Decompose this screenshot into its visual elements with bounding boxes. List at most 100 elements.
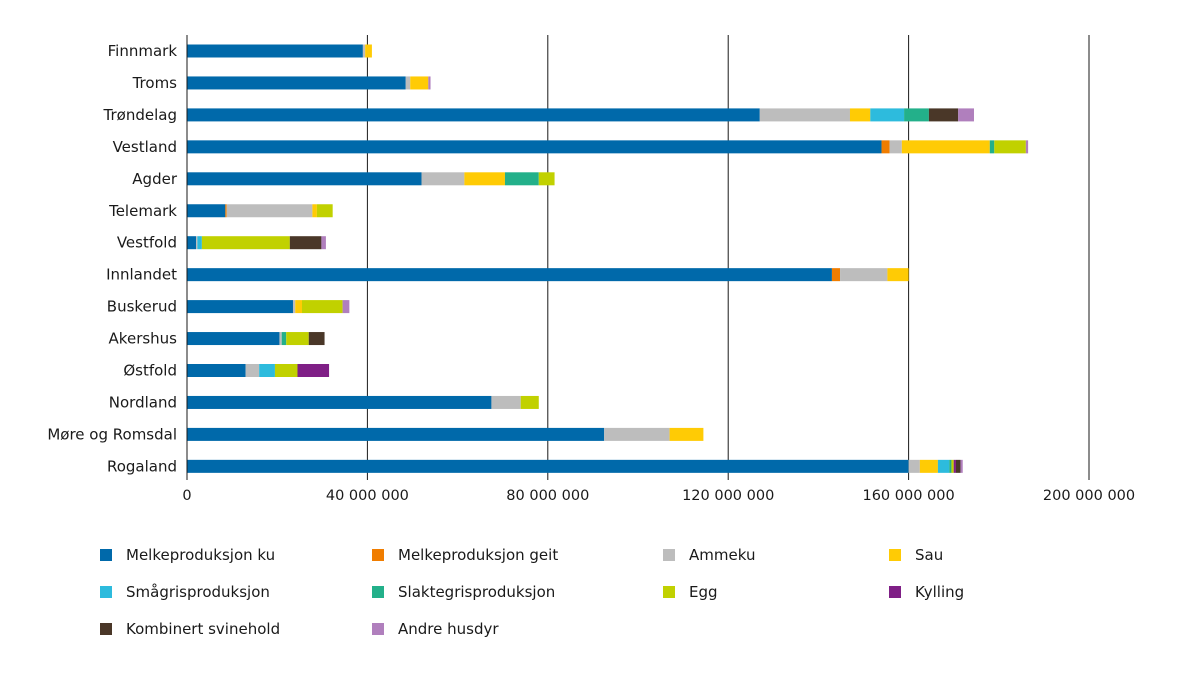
bar-melkeproduksjon-ku-trondelag — [187, 108, 760, 122]
legend-swatch — [663, 549, 675, 561]
x-tick-label: 40 000 000 — [326, 488, 409, 504]
bar-egg-vestfold — [201, 236, 290, 250]
bar-egg-buskerud — [302, 300, 343, 314]
x-tick-label: 0 — [182, 488, 191, 504]
legend-item: Melkeproduksjon ku — [100, 546, 275, 564]
legend-swatch — [663, 586, 675, 598]
bar-slaktegrisproduksjon-vestland — [989, 140, 995, 154]
category-label: Vestfold — [117, 234, 177, 252]
bar-andre-husdyr-buskerud — [342, 300, 350, 314]
legend-swatch — [100, 623, 112, 635]
bar-kombinert-svinehold-rogaland — [955, 459, 961, 473]
bar-melkeproduksjon-geit-innlandet — [831, 268, 841, 282]
legend-swatch — [889, 586, 901, 598]
bar-ammeku-akershus — [279, 332, 282, 346]
bar-smagrisproduksjon-vestfold — [197, 236, 202, 250]
bar-smagrisproduksjon-trondelag — [870, 108, 905, 122]
legend: Melkeproduksjon ku Melkeproduksjon geit Am… — [100, 546, 964, 638]
legend-swatch — [372, 586, 384, 598]
bar-sau-vestland — [901, 140, 990, 154]
bar-sau-more-og-romsdal — [669, 427, 704, 441]
gridlines — [366, 35, 1090, 480]
bar-melkeproduksjon-ku-rogaland — [187, 459, 909, 473]
category-label: Nordland — [109, 393, 177, 411]
bar-andre-husdyr-vestland — [1025, 140, 1029, 154]
legend-swatch — [372, 549, 384, 561]
bar-melkeproduksjon-ku-agder — [187, 172, 422, 186]
legend-swatch — [100, 549, 112, 561]
x-tick-label: 160 000 000 — [862, 488, 954, 504]
category-label: Telemark — [108, 202, 177, 220]
legend-label: Melkeproduksjon ku — [126, 546, 275, 564]
legend-item: Smågrisproduksjon — [100, 583, 270, 601]
category-label: Trøndelag — [103, 106, 177, 124]
category-label: Innlandet — [106, 266, 177, 284]
category-label: Østfold — [123, 362, 177, 380]
legend-swatch — [889, 549, 901, 561]
bar-sau-trondelag — [849, 108, 871, 122]
bar-kylling-ostfold — [297, 364, 330, 377]
bar-ammeku-innlandet — [840, 268, 888, 282]
bar-melkeproduksjon-ku-troms — [187, 76, 406, 90]
bar-sau-troms — [410, 76, 429, 90]
category-label: Akershus — [109, 330, 178, 348]
bar-slaktegrisproduksjon-rogaland — [949, 459, 952, 473]
bar-egg-agder — [538, 172, 555, 186]
category-label: Vestland — [113, 138, 177, 156]
bar-kylling-rogaland — [953, 459, 956, 473]
legend-item: Melkeproduksjon geit — [372, 546, 558, 564]
bar-melkeproduksjon-ku-ostfold — [187, 364, 246, 377]
category-label: Rogaland — [107, 457, 177, 475]
legend-item: Sau — [889, 546, 943, 564]
bar-melkeproduksjon-ku-more-og-romsdal — [187, 427, 605, 441]
legend-label: Andre husdyr — [398, 620, 499, 638]
bar-andre-husdyr-vestfold — [321, 236, 326, 250]
bar-ammeku-telemark — [226, 204, 313, 218]
bar-sau-buskerud — [295, 300, 303, 314]
legend-swatch — [100, 586, 112, 598]
bar-slaktegrisproduksjon-akershus — [281, 332, 287, 346]
legend-item: Andre husdyr — [372, 620, 499, 638]
bar-melkeproduksjon-ku-vestfold — [187, 236, 197, 250]
bar-egg-akershus — [286, 332, 309, 346]
bar-andre-husdyr-rogaland — [960, 459, 963, 473]
bar-egg-vestland — [994, 140, 1026, 154]
bar-egg-rogaland — [951, 459, 954, 473]
legend-label: Ammeku — [689, 546, 755, 564]
bar-kombinert-svinehold-akershus — [308, 332, 325, 346]
bar-sau-agder — [464, 172, 505, 186]
bar-ammeku-vestland — [889, 140, 902, 154]
bar-melkeproduksjon-ku-finnmark — [187, 44, 363, 58]
legend-item: Slaktegrisproduksjon — [372, 583, 555, 601]
legend-item: Egg — [663, 583, 718, 601]
legend-item: Kombinert svinehold — [100, 620, 280, 638]
bar-ammeku-troms — [405, 76, 411, 90]
bar-melkeproduksjon-ku-innlandet — [187, 268, 832, 282]
bar-kombinert-svinehold-trondelag — [928, 108, 959, 122]
bar-smagrisproduksjon-rogaland — [937, 459, 950, 473]
bar-egg-telemark — [316, 204, 333, 218]
bar-melkeproduksjon-ku-vestland — [187, 140, 882, 154]
bar-ammeku-agder — [421, 172, 465, 186]
tick-labels: 0 40 000 000 80 000 000 120 000 000 160 000 … — [182, 488, 1135, 504]
bar-sau-innlandet — [887, 268, 909, 282]
category-labels: Finnmark Troms Trøndelag Vestland Agder Telem… — [47, 42, 177, 475]
category-label: Buskerud — [107, 298, 177, 316]
bar-melkeproduksjon-ku-akershus — [187, 332, 280, 346]
bar-kombinert-svinehold-vestfold — [289, 236, 322, 250]
legend-label: Smågrisproduksjon — [126, 583, 270, 601]
x-tick-label: 80 000 000 — [506, 488, 589, 504]
bar-slaktegrisproduksjon-agder — [504, 172, 539, 186]
bar-andre-husdyr-trondelag — [958, 108, 974, 122]
bar-ammeku-vestfold — [196, 236, 198, 250]
bar-egg-nordland — [520, 395, 539, 409]
x-tick-label: 200 000 000 — [1043, 488, 1135, 504]
category-label: Finnmark — [108, 42, 178, 60]
bar-melkeproduksjon-ku-nordland — [187, 395, 492, 409]
bar-slaktegrisproduksjon-trondelag — [904, 108, 929, 122]
bar-egg-ostfold — [274, 364, 298, 377]
bar-sau-telemark — [312, 204, 317, 218]
bar-melkeproduksjon-ku-buskerud — [187, 300, 293, 314]
